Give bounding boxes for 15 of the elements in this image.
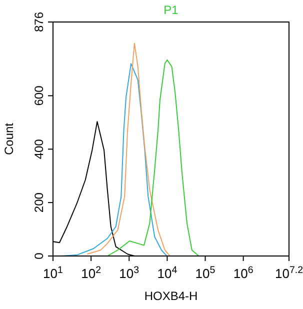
x-tick-label: 10$^{3}$ bbox=[119, 264, 140, 281]
y-tick-label: 200 bbox=[32, 192, 46, 213]
y-tick-label: 0 bbox=[32, 252, 46, 260]
y-tick-label: 400 bbox=[32, 138, 46, 160]
y-axis-title: Count bbox=[2, 122, 16, 156]
x-tick-label: 10$^{4}$ bbox=[157, 264, 178, 281]
x-tick-label: 10$^{5}$ bbox=[195, 264, 216, 281]
x-tick-label: 10$^{7.2}$ bbox=[274, 264, 303, 281]
x-tick-label: 10$^{2}$ bbox=[81, 264, 102, 281]
x-tick-label: 10$^{1}$ bbox=[43, 264, 63, 281]
chart-title: P1 bbox=[164, 3, 179, 17]
y-tick-label: 876 bbox=[32, 12, 46, 32]
x-tick-label: 10$^{6}$ bbox=[233, 264, 254, 281]
y-tick-label: 600 bbox=[32, 85, 46, 106]
x-axis-title: HOXB4-H bbox=[144, 289, 198, 303]
